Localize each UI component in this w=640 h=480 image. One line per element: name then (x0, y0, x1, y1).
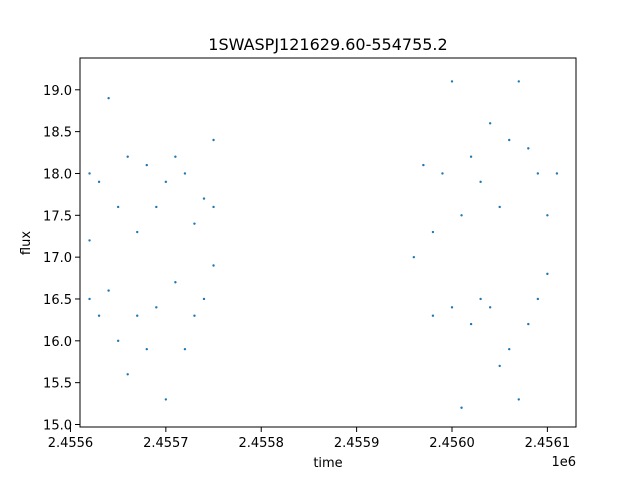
data-point (202, 197, 206, 200)
y-tick-label: 19.0 (43, 84, 72, 99)
data-point (441, 172, 444, 175)
data-point (164, 180, 168, 184)
data-point (136, 314, 139, 317)
data-point (479, 297, 482, 301)
data-point (183, 172, 187, 175)
data-point (508, 347, 511, 351)
data-point (488, 306, 492, 309)
y-tick-label: 18.5 (43, 126, 72, 141)
data-point (116, 205, 120, 209)
x-tick-label: 2.4559 (334, 436, 380, 451)
data-point (145, 163, 148, 167)
data-point (546, 214, 549, 217)
data-point (193, 222, 196, 225)
data-point (88, 172, 91, 175)
data-point (536, 297, 540, 301)
data-point (126, 155, 129, 158)
data-point (517, 80, 520, 83)
x-axis-label: time (313, 456, 342, 471)
data-point (536, 172, 540, 175)
data-point (193, 314, 196, 317)
data-point (174, 155, 177, 158)
data-point (212, 264, 215, 267)
data-point (517, 398, 520, 401)
data-point (469, 322, 473, 326)
data-point (527, 322, 530, 326)
data-point (488, 122, 492, 125)
data-point (498, 205, 501, 209)
data-point (469, 155, 473, 158)
data-point (155, 205, 158, 209)
y-tick-label: 16.0 (43, 335, 72, 350)
plot-frame (79, 57, 577, 428)
data-point (183, 347, 187, 351)
data-point (174, 281, 177, 284)
data-point (164, 398, 168, 401)
data-point (412, 255, 416, 259)
data-point (97, 314, 101, 317)
data-point (498, 364, 501, 368)
data-point (212, 205, 215, 209)
data-point (555, 172, 559, 175)
x-offset-label: 1e6 (551, 455, 576, 470)
data-point (431, 314, 435, 317)
data-point (450, 80, 454, 83)
chart-title: 1SWASPJ121629.60-554755.2 (208, 35, 447, 54)
y-tick-label: 16.5 (43, 293, 72, 308)
data-points-layer (88, 80, 559, 409)
data-point (155, 306, 158, 309)
data-point (212, 138, 215, 142)
y-axis-label: flux (19, 231, 34, 255)
y-tick-label: 17.5 (43, 209, 72, 224)
x-tick-label: 2.4556 (48, 436, 94, 451)
data-point (431, 230, 435, 234)
x-tick-label: 2.4561 (525, 436, 571, 451)
data-point (508, 138, 511, 142)
data-point (450, 306, 454, 309)
data-point (546, 272, 549, 276)
data-point (116, 339, 120, 343)
data-point (88, 239, 91, 242)
data-point (460, 406, 463, 409)
y-tick-label: 17.0 (43, 251, 72, 266)
data-point (422, 163, 425, 167)
data-point (126, 373, 129, 376)
y-axis: 15.0 15.5 16.0 16.5 17.0 17.5 18.0 18.5 19.0 (43, 84, 80, 433)
data-point (202, 297, 206, 301)
x-axis: 2.4556 2.4557 2.4558 2.4559 2.4560 2.4561 (48, 427, 570, 451)
x-tick-label: 2.4557 (143, 436, 189, 451)
data-point (107, 96, 110, 100)
data-point (97, 180, 101, 184)
data-point (107, 289, 110, 292)
data-point (460, 214, 463, 217)
data-point (479, 180, 482, 184)
data-point (527, 147, 530, 150)
y-tick-label: 15.0 (43, 418, 72, 433)
x-tick-label: 2.4560 (429, 436, 475, 451)
data-point (88, 297, 91, 301)
data-point (145, 347, 148, 351)
y-tick-label: 15.5 (43, 377, 72, 392)
data-point (136, 230, 139, 234)
y-tick-label: 18.0 (43, 167, 72, 182)
x-tick-label: 2.4558 (238, 436, 284, 451)
